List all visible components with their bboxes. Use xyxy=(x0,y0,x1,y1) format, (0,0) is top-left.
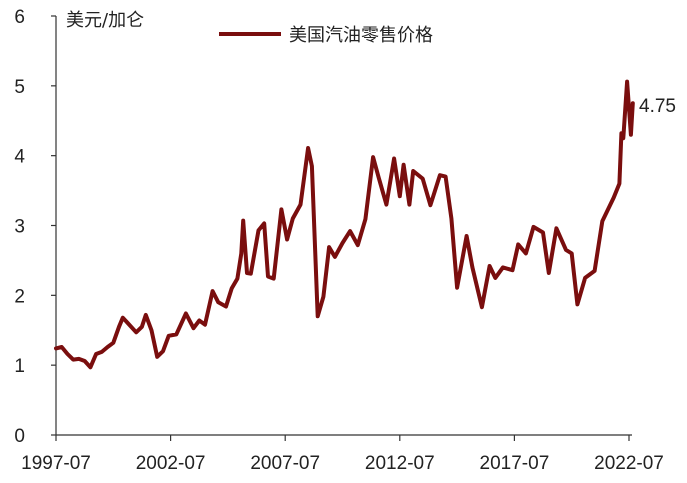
y-tick-label: 1 xyxy=(14,356,25,377)
x-ticks: 1997-07 2002-07 2007-07 2012-07 2017-07 2022-… xyxy=(21,435,664,474)
axes xyxy=(55,16,632,436)
y-tick-label: 4 xyxy=(14,147,25,168)
x-tick-label: 2002-07 xyxy=(136,453,206,474)
y-tick-label: 0 xyxy=(14,426,25,447)
plot-area xyxy=(54,79,635,370)
x-tick-label: 1997-07 xyxy=(21,453,91,474)
y-tick-label: 3 xyxy=(14,217,25,238)
x-tick-label: 2022-07 xyxy=(594,453,664,474)
legend-label-series: 美国汽油零售价格 xyxy=(289,25,433,46)
y-tick-label: 2 xyxy=(14,286,25,307)
x-tick-label: 2017-07 xyxy=(480,453,550,474)
x-tick-label: 2012-07 xyxy=(365,453,435,474)
y-unit-label: 美元/加仑 xyxy=(66,10,144,31)
y-ticks: 0 1 2 3 4 5 6 xyxy=(14,7,56,447)
y-tick-label: 6 xyxy=(14,7,25,28)
last-value-label: 4.75 xyxy=(639,96,676,117)
y-tick-label: 5 xyxy=(14,77,25,98)
legend: 美国汽油零售价格 xyxy=(219,25,433,46)
x-tick-label: 2007-07 xyxy=(250,453,320,474)
series-line-0 xyxy=(54,79,635,370)
